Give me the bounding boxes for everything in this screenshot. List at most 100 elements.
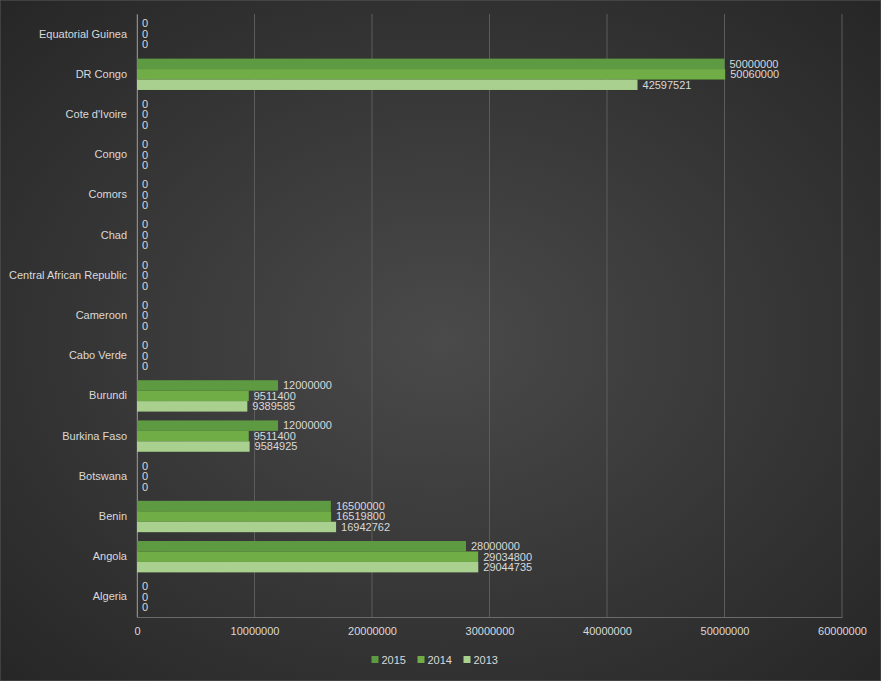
data-label: 0 — [142, 38, 148, 50]
bar — [137, 260, 138, 270]
y-tick: DR Congo — [76, 68, 137, 80]
bar — [137, 321, 138, 331]
bar — [137, 592, 138, 602]
data-label: 0 — [142, 119, 148, 131]
y-tick: Cabo Verde — [69, 349, 137, 361]
x-tick: 20000000 — [348, 617, 397, 637]
data-label: 0 — [142, 601, 148, 613]
legend-label: 2014 — [428, 654, 452, 666]
x-tick: 50000000 — [701, 617, 750, 637]
grid-line — [724, 14, 725, 617]
grid-line — [489, 14, 490, 617]
bar — [137, 391, 249, 401]
series-bars — [137, 69, 725, 562]
y-tick-label: Angola — [93, 550, 128, 562]
y-tick-label: Cabo Verde — [69, 349, 127, 361]
bar — [137, 109, 138, 119]
x-tick-label: 20000000 — [348, 625, 397, 637]
x-tick-label: 50000000 — [701, 625, 750, 637]
bar — [137, 59, 725, 69]
x-tick-label: 10000000 — [231, 625, 280, 637]
x-tick-label: 60000000 — [818, 625, 867, 637]
bar — [137, 18, 138, 28]
bar — [137, 511, 331, 521]
y-tick-label: Burkina Faso — [62, 430, 127, 442]
bar — [137, 461, 138, 471]
bar — [137, 230, 138, 240]
bar — [137, 310, 138, 320]
y-tick-label: Burundi — [89, 389, 127, 401]
plot-area: 0 10000000 20000000 30000000 40000000 5000000… — [9, 14, 867, 637]
series-bars — [137, 59, 725, 552]
grid — [137, 14, 842, 617]
bars — [137, 59, 725, 573]
y-tick-label: Congo — [95, 148, 127, 160]
y-tick: Cote d'Ivoire — [66, 108, 137, 120]
data-label: 16942762 — [341, 521, 390, 533]
y-tick: Central African Republic — [9, 269, 137, 281]
bar — [137, 160, 138, 170]
bar — [137, 179, 138, 189]
bar — [137, 551, 478, 561]
y-tick-label: Chad — [101, 229, 127, 241]
bar — [137, 99, 138, 109]
bar — [137, 240, 138, 250]
y-tick: Cameroon — [76, 309, 137, 321]
x-tick-label: 0 — [134, 625, 140, 637]
bar — [137, 350, 138, 360]
bar — [137, 482, 138, 492]
x-tick-label: 40000000 — [583, 625, 632, 637]
legend-swatch — [418, 656, 425, 663]
y-tick: Algeria — [93, 590, 137, 602]
data-label: 0 — [142, 280, 148, 292]
data-label: 29044735 — [483, 561, 532, 573]
bar — [137, 120, 138, 130]
bar — [137, 581, 138, 591]
bar — [137, 361, 138, 371]
bar — [137, 300, 138, 310]
y-tick: Burkina Faso — [62, 430, 137, 442]
y-tick-label: Algeria — [93, 590, 128, 602]
bar — [137, 522, 336, 532]
y-tick: Botswana — [79, 470, 137, 482]
bar — [137, 541, 466, 551]
bar — [137, 270, 138, 280]
y-tick-label: DR Congo — [76, 68, 127, 80]
y-tick: Equatorial Guinea — [39, 28, 137, 40]
x-tick: 40000000 — [583, 617, 632, 637]
y-tick-label: Equatorial Guinea — [39, 28, 128, 40]
y-tick: Congo — [95, 148, 137, 160]
grid-line — [607, 14, 608, 617]
x-tick: 60000000 — [818, 617, 867, 637]
bar — [137, 471, 138, 481]
x-axis: 0 10000000 20000000 30000000 40000000 5000000… — [134, 617, 867, 637]
bar — [137, 200, 138, 210]
x-tick-label: 30000000 — [466, 625, 515, 637]
y-tick-label: Botswana — [79, 470, 128, 482]
legend-item: 2015 — [372, 654, 406, 666]
y-tick: Chad — [101, 229, 137, 241]
y-tick-label: Cote d'Ivoire — [66, 108, 127, 120]
legend-item: 2014 — [418, 654, 452, 666]
y-tick-label: Benin — [99, 510, 127, 522]
bar — [137, 139, 138, 149]
bar — [137, 219, 138, 229]
legend-item: 2013 — [464, 654, 498, 666]
y-tick-label: Central African Republic — [9, 269, 128, 281]
legend-label: 2015 — [382, 654, 406, 666]
data-label: 9389585 — [252, 400, 295, 412]
bar — [137, 562, 478, 572]
x-tick: 10000000 — [231, 617, 280, 637]
bar — [137, 190, 138, 200]
bar — [137, 401, 247, 411]
y-tick: Burundi — [89, 389, 137, 401]
bar — [137, 431, 249, 441]
bar — [137, 39, 138, 49]
bar — [137, 29, 138, 39]
bar — [137, 340, 138, 350]
data-label: 0 — [142, 159, 148, 171]
data-label: 0 — [142, 360, 148, 372]
x-tick: 30000000 — [466, 617, 515, 637]
bar — [137, 80, 638, 90]
x-axis-line — [138, 617, 843, 618]
